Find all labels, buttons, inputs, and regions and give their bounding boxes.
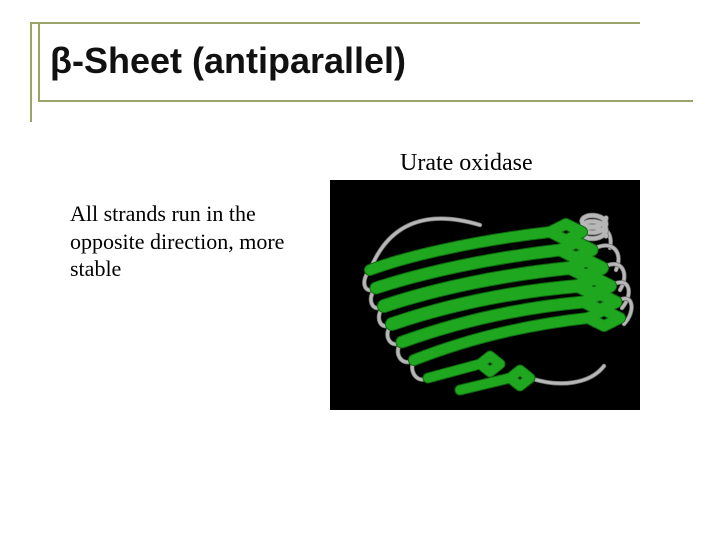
decorative-rule-vertical-2 bbox=[38, 22, 40, 102]
body-text: All strands run in the opposite directio… bbox=[70, 200, 320, 283]
figure-caption: Urate oxidase bbox=[400, 150, 533, 177]
slide-title: β-Sheet (antiparallel) bbox=[50, 40, 406, 82]
protein-ribbon-svg bbox=[330, 180, 640, 410]
decorative-rule-under-title bbox=[38, 100, 693, 102]
decorative-rule-vertical-1 bbox=[30, 22, 32, 122]
decorative-rule-top bbox=[30, 22, 640, 24]
protein-structure-figure bbox=[330, 180, 640, 410]
